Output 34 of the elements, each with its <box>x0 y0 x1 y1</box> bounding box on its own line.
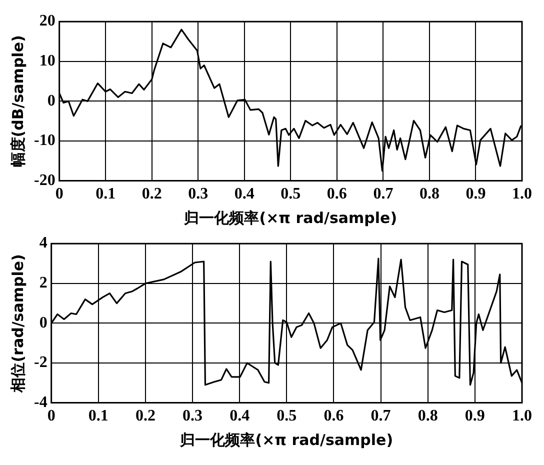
x-axis-title: 归一化频率(×π rad/sample) <box>179 430 394 449</box>
x-tick-label: 0.3 <box>188 186 208 203</box>
y-tick-label: 20 <box>39 12 56 30</box>
y-axis-title: 相位(rad/sample) <box>8 254 27 394</box>
y-axis-title: 幅度(dB/sample) <box>8 35 27 168</box>
x-tick-label: 0.9 <box>464 408 485 425</box>
x-tick-label: 0.5 <box>280 186 301 203</box>
y-tick-label: 4 <box>39 234 48 252</box>
x-tick-label: 0.4 <box>234 186 254 203</box>
x-tick-label: 0.7 <box>370 408 391 425</box>
x-tick-label: 0.7 <box>373 186 394 203</box>
y-tick-label: -10 <box>34 132 56 150</box>
y-tick-label: 0 <box>47 92 56 110</box>
x-tick-label: 1.0 <box>512 408 532 425</box>
x-tick-label: 0.6 <box>326 186 347 203</box>
y-tick-label: -4 <box>34 394 48 411</box>
x-tick-label: 0.1 <box>88 408 108 425</box>
x-tick-label: 0.5 <box>276 408 297 425</box>
y-tick-label: 2 <box>39 274 48 292</box>
y-tick-label: 10 <box>39 52 56 70</box>
x-tick-label: 1.0 <box>512 186 532 203</box>
x-tick-label: 0.1 <box>96 186 116 203</box>
x-tick-label: 0.8 <box>418 408 438 425</box>
x-tick-label: 0.9 <box>466 186 486 203</box>
x-tick-label: 0.2 <box>142 186 162 203</box>
y-tick-label: -2 <box>34 354 48 372</box>
x-tick-label: 0.4 <box>230 408 250 425</box>
x-tick-label: 0.8 <box>419 186 440 203</box>
x-tick-label: 0.2 <box>135 408 156 425</box>
x-tick-label: 0.6 <box>324 408 344 425</box>
x-tick-label: 0.3 <box>182 408 203 425</box>
y-tick-label: -20 <box>34 172 56 189</box>
x-axis-title: 归一化频率(×π rad/sample) <box>183 208 398 227</box>
y-tick-label: 0 <box>39 314 48 332</box>
